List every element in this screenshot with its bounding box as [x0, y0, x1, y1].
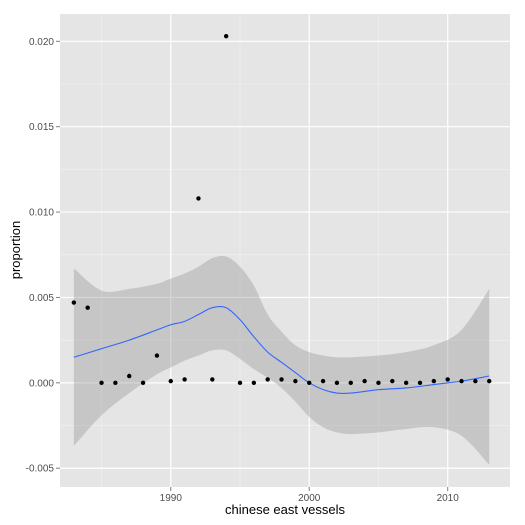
- x-tick-label: 2000: [298, 493, 321, 504]
- confidence-ribbon: [73, 255, 490, 465]
- data-point: [431, 378, 437, 384]
- data-point: [168, 378, 173, 384]
- data-point: [293, 378, 298, 384]
- y-tick-label: 0.015: [29, 122, 54, 133]
- data-point: [459, 378, 464, 384]
- data-point: [376, 380, 381, 386]
- data-point: [71, 300, 77, 305]
- data-point: [265, 377, 270, 382]
- x-tick-label: 1990: [160, 493, 183, 504]
- y-axis-ticks: -0.005 0.000 0.005 0.010 0.015 0.020: [26, 37, 60, 475]
- data-point: [279, 377, 284, 382]
- smooth-line: [73, 305, 490, 395]
- data-point: [487, 378, 492, 384]
- y-tick-label: 0.000: [29, 378, 54, 389]
- data-point: [445, 377, 450, 382]
- data-point: [417, 380, 423, 386]
- data-point: [223, 33, 229, 39]
- x-axis-ticks: 1990 2000 2010: [160, 487, 460, 504]
- data-point: [473, 378, 478, 384]
- y-tick-label: 0.010: [29, 208, 54, 219]
- x-axis-title: chinese east vessels: [225, 502, 345, 517]
- data-point: [182, 377, 187, 382]
- data-point: [99, 380, 104, 386]
- y-tick-label: -0.005: [26, 464, 55, 475]
- data-point: [127, 373, 132, 379]
- data-point: [113, 380, 118, 386]
- y-tick-label: 0.020: [29, 37, 54, 48]
- data-point: [85, 305, 90, 310]
- y-axis-title: proportion: [8, 221, 23, 280]
- data-point: [237, 380, 243, 386]
- data-point: [334, 380, 340, 386]
- data-point: [320, 378, 326, 384]
- data-point: [362, 378, 367, 384]
- data-point: [390, 378, 395, 384]
- data-point: [196, 196, 201, 201]
- data-points: [71, 33, 492, 386]
- data-point: [307, 380, 312, 386]
- data-point: [154, 353, 160, 358]
- data-point: [210, 377, 215, 382]
- plot-panel: [60, 14, 510, 487]
- x-tick-label: 2010: [437, 493, 460, 504]
- data-point: [251, 380, 257, 386]
- grid-major: [60, 14, 510, 487]
- y-tick-label: 0.005: [29, 293, 54, 304]
- grid-minor: [60, 14, 510, 487]
- data-point: [348, 380, 353, 386]
- data-point: [140, 380, 146, 386]
- data-point: [403, 380, 409, 386]
